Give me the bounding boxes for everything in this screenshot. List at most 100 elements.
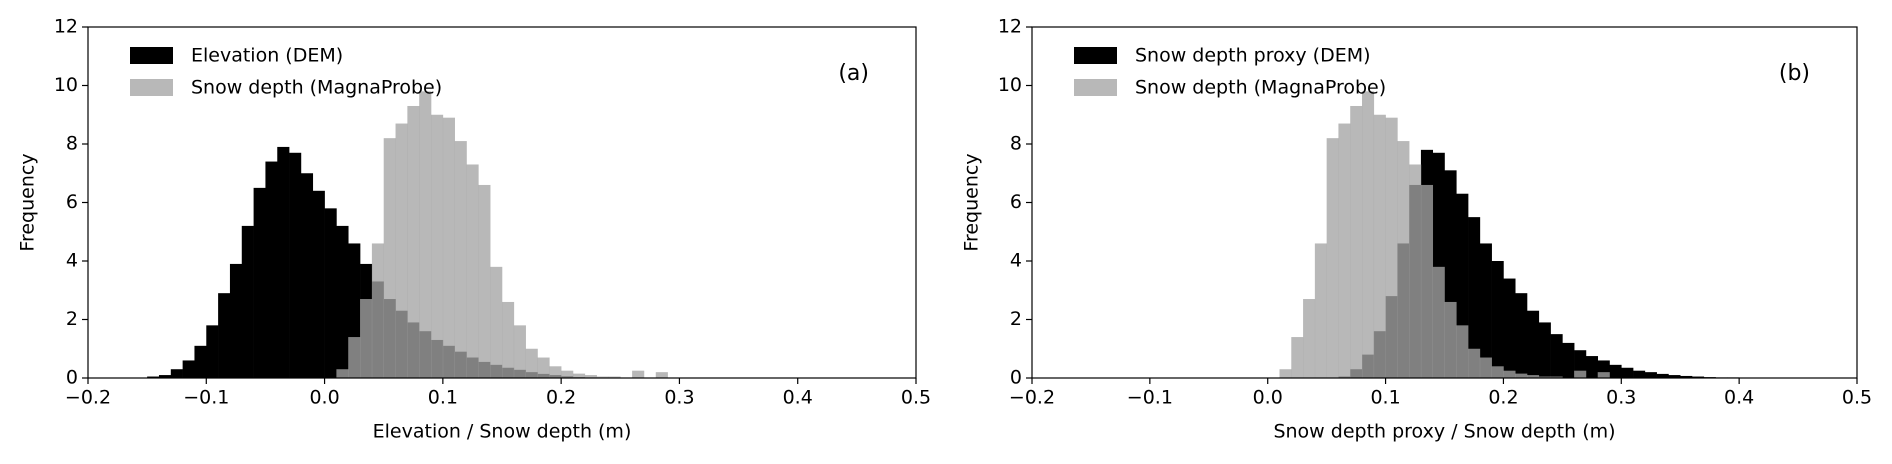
histogram-bar	[1479, 357, 1492, 378]
histogram-bar	[1538, 322, 1551, 378]
x-tick-label: 0.1	[428, 387, 458, 409]
histogram-bar	[1385, 117, 1398, 379]
histogram-bar	[1314, 243, 1327, 378]
histogram-bar	[1350, 105, 1363, 378]
histogram-bar	[1515, 293, 1528, 378]
y-tick-label: 2	[1010, 308, 1022, 330]
y-tick-label: 12	[54, 16, 78, 38]
histogram-bar	[1338, 123, 1351, 379]
legend-swatch	[130, 79, 173, 96]
x-axis-label: Elevation / Snow depth (m)	[373, 421, 632, 443]
histogram-bar	[1491, 366, 1504, 378]
histogram-bar	[241, 225, 254, 378]
histogram-bar	[1479, 243, 1492, 378]
histogram-bar	[513, 325, 526, 378]
histogram-bar	[1409, 164, 1422, 378]
histogram-bar	[502, 301, 515, 378]
x-tick-label: 0.1	[1370, 387, 1400, 409]
histogram-bar	[1633, 370, 1646, 378]
histogram-bar	[1527, 310, 1540, 378]
histogram-bar	[360, 299, 373, 378]
histogram-bar	[1420, 184, 1434, 378]
panel-annotation: (a)	[838, 61, 869, 86]
histogram-bar	[1515, 373, 1528, 378]
x-tick-label: 0.5	[1842, 387, 1872, 409]
histogram-bar	[431, 114, 444, 378]
legend-swatch	[130, 47, 173, 64]
y-tick-label: 2	[66, 308, 78, 330]
x-tick-label: 0.3	[664, 387, 694, 409]
y-tick-label: 8	[66, 133, 78, 155]
histogram-bar	[549, 366, 562, 378]
histogram-bar	[336, 225, 349, 378]
y-axis-label: Frequency	[961, 153, 983, 251]
histogram-bar	[1656, 373, 1669, 378]
histogram-bar	[466, 164, 479, 378]
histogram-bar	[1562, 342, 1575, 378]
histogram-bar	[1668, 375, 1681, 378]
histogram-bar	[218, 293, 231, 378]
histogram-bar	[442, 117, 455, 379]
histogram-bar	[277, 146, 290, 378]
legend-swatch	[1074, 79, 1117, 96]
histogram-bar	[407, 105, 420, 378]
panel-annotation: (b)	[1779, 61, 1810, 86]
y-tick-label: 0	[1010, 367, 1022, 389]
histogram-bar	[1550, 334, 1563, 378]
histogram-series	[336, 91, 668, 379]
histogram-bar	[1527, 375, 1540, 378]
histogram-bar	[632, 370, 645, 378]
histogram-bar	[655, 372, 668, 378]
y-tick-label: 4	[66, 250, 78, 272]
histogram-bar	[1621, 367, 1634, 378]
histogram-bar	[229, 263, 243, 378]
x-tick-label: 0.0	[1253, 387, 1283, 409]
histogram-bar	[1444, 301, 1457, 378]
histogram-bar	[158, 375, 172, 378]
histogram-bar	[1680, 375, 1693, 378]
histogram-bar	[170, 369, 183, 378]
histogram-bar	[584, 375, 597, 378]
histogram-bar	[348, 337, 361, 378]
histogram-bar	[1456, 325, 1469, 378]
histogram-bar	[1644, 372, 1657, 378]
histogram-bar	[206, 325, 219, 378]
histogram-bar	[324, 208, 337, 378]
histogram-bar	[1538, 376, 1551, 378]
histogram-bar	[1692, 376, 1705, 378]
x-tick-label: 0.3	[1606, 387, 1636, 409]
x-tick-label: 0.5	[901, 387, 931, 409]
histogram-bar	[1585, 356, 1599, 378]
histogram-bar	[1503, 370, 1516, 378]
histogram-bar	[1432, 266, 1445, 378]
histogram-bar	[147, 376, 160, 378]
legend-label: Snow depth (MagnaProbe)	[191, 77, 442, 99]
histogram-bar	[1373, 114, 1386, 378]
histogram-bar	[478, 184, 491, 378]
legend-swatch	[1074, 47, 1117, 64]
histogram-bar	[1468, 348, 1481, 378]
x-tick-label: −0.2	[1009, 387, 1055, 409]
histogram-bar	[383, 138, 396, 378]
histogram-bar	[596, 376, 609, 378]
legend-label: Snow depth (MagnaProbe)	[1135, 77, 1386, 99]
histogram-bar	[1326, 138, 1339, 378]
histogram-bar	[1574, 370, 1587, 378]
histogram-bar	[289, 152, 302, 378]
y-tick-label: 10	[998, 74, 1022, 96]
histogram-bar	[537, 357, 550, 378]
histogram-bar	[1491, 261, 1504, 378]
histogram-bar	[1397, 141, 1410, 378]
y-tick-label: 10	[54, 74, 78, 96]
histogram-bar	[395, 123, 408, 379]
y-tick-label: 0	[66, 367, 78, 389]
y-tick-label: 12	[998, 16, 1022, 38]
x-tick-label: 0.4	[1724, 387, 1754, 409]
chart-panel: −0.2 −0.1 0.0 0.1 0.2 0.3 0.4 0.5 0 2 4 6 8 10 12 Eleva…	[17, 16, 932, 443]
y-tick-label: 6	[1010, 191, 1022, 213]
x-tick-label: 0.2	[546, 387, 576, 409]
histogram-bar	[336, 369, 349, 378]
histogram-bar	[1291, 337, 1304, 378]
histogram-bar	[572, 373, 586, 378]
